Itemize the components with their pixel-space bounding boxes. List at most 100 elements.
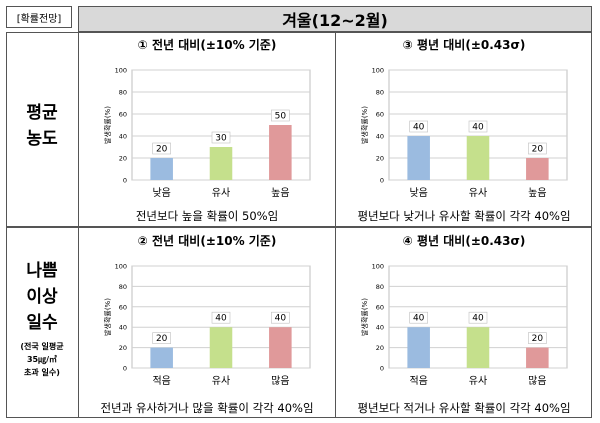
row-label-line: 일수 <box>26 313 58 333</box>
value-label: 40 <box>472 314 484 324</box>
value-label: 20 <box>156 334 168 344</box>
y-tick-label: 0 <box>380 177 384 185</box>
y-axis-label: 발생확률(%) <box>103 106 112 144</box>
chart-caption: 전년보다 높을 확률이 50%임 <box>135 209 279 223</box>
y-tick-label: 80 <box>376 283 384 291</box>
bar <box>209 327 233 368</box>
season-header: 겨울(12~2월) <box>78 6 592 32</box>
row-divider <box>6 226 592 228</box>
bar <box>269 125 292 180</box>
value-label-box <box>152 332 171 344</box>
bar <box>150 347 173 368</box>
chart-panel-prev-year-bad-days: ② 전년 대비(±10% 기준) 0 20 40 60 80 100 발생확률(%) 20 적음… <box>80 228 334 418</box>
chart-title: ④ 평년 대비(±0.43σ) <box>402 234 526 248</box>
bar <box>407 136 430 180</box>
y-tick-label: 60 <box>119 303 127 311</box>
value-label-box <box>528 142 547 155</box>
y-tick-label: 100 <box>372 67 384 75</box>
value-label: 40 <box>215 314 227 324</box>
label-column-divider <box>78 32 79 418</box>
chart-title: ② 전년 대비(±10% 기준) <box>137 234 277 248</box>
chart-title: ① 전년 대비(±10% 기준) <box>137 38 277 52</box>
category-label: 많음 <box>271 375 289 387</box>
category-label: 유사 <box>469 375 487 387</box>
chart-caption: 전년과 유사하거나 많을 확률이 각각 40%임 <box>100 401 314 415</box>
bar-chart: 0 20 40 60 80 100 발생확률(%) 20 낮음 30 유사 50 높음 <box>103 67 311 199</box>
bar <box>526 158 549 180</box>
y-tick-label: 0 <box>380 365 384 373</box>
chart-caption: 평년보다 적거나 유사할 확률이 각각 40%임 <box>357 401 571 415</box>
note-line: 35㎍/㎥ <box>26 355 58 364</box>
table-frame <box>6 32 592 418</box>
value-label-box <box>211 311 231 324</box>
value-label: 50 <box>275 112 287 122</box>
value-label-box <box>271 109 290 122</box>
category-label: 낮음 <box>152 187 170 199</box>
row-label-line: 평균 <box>26 103 58 123</box>
category-label: 높음 <box>271 187 289 199</box>
value-label-box <box>211 131 231 144</box>
y-tick-label: 40 <box>119 324 127 332</box>
value-label-box <box>152 142 171 155</box>
y-tick-label: 80 <box>376 89 384 97</box>
value-label-box <box>468 311 488 324</box>
category-label: 많음 <box>528 375 546 387</box>
y-tick-label: 60 <box>376 111 384 119</box>
value-label: 20 <box>156 145 168 155</box>
bar <box>269 327 292 368</box>
value-label: 40 <box>275 314 287 324</box>
y-tick-label: 20 <box>376 344 384 352</box>
y-tick-label: 20 <box>376 155 384 163</box>
row-label-line: 이상 <box>26 287 58 307</box>
y-tick-label: 20 <box>119 155 127 163</box>
value-label: 40 <box>413 123 425 133</box>
value-label-box <box>409 311 428 324</box>
y-tick-label: 0 <box>123 365 127 373</box>
y-tick-label: 100 <box>372 263 384 271</box>
y-tick-label: 100 <box>115 263 127 271</box>
bar <box>466 327 490 368</box>
y-tick-label: 40 <box>376 324 384 332</box>
chart-title: ③ 평년 대비(±0.43σ) <box>402 38 526 52</box>
category-label: 유사 <box>212 187 230 199</box>
value-label: 20 <box>532 334 544 344</box>
forecast-tag: [확률전망] <box>6 6 72 28</box>
chart-panel-prev-year-average: ① 전년 대비(±10% 기준) 0 20 40 60 80 100 발생확률(%) 20 낮음… <box>80 32 334 226</box>
y-tick-label: 100 <box>115 67 127 75</box>
row-label-bad-days: 나쁨 이상 일수 (전국 일평균 35㎍/㎥ 초과 일수) <box>6 258 78 379</box>
category-label: 적음 <box>409 375 427 387</box>
panel-column-divider <box>335 32 336 418</box>
value-label-box <box>409 120 428 133</box>
bar <box>407 327 430 368</box>
row-label-note: (전국 일평균 35㎍/㎥ 초과 일수) <box>6 340 78 379</box>
chart-caption: 평년보다 낮거나 유사할 확률이 각각 40%임 <box>357 209 571 223</box>
row-label-line: 나쁨 <box>26 261 58 281</box>
value-label-box <box>468 120 488 133</box>
value-label-box <box>528 332 547 344</box>
y-tick-label: 60 <box>376 303 384 311</box>
value-label: 40 <box>413 314 425 324</box>
chart-panel-normal-bad-days: ④ 평년 대비(±0.43σ) 0 20 40 60 80 100 발생확률(%) 40 적음 4… <box>337 228 591 418</box>
y-axis-label: 발생확률(%) <box>360 106 369 144</box>
bar <box>466 136 490 180</box>
bar-chart: 0 20 40 60 80 100 발생확률(%) 40 낮음 40 유사 20 높음 <box>360 67 568 199</box>
category-label: 적음 <box>152 375 170 387</box>
y-tick-label: 80 <box>119 283 127 291</box>
y-tick-label: 40 <box>376 133 384 141</box>
chart-panel-normal-average: ③ 평년 대비(±0.43σ) 0 20 40 60 80 100 발생확률(%) 40 낮음 4… <box>337 32 591 226</box>
note-line: (전국 일평균 <box>20 342 64 351</box>
bar <box>526 347 549 368</box>
row-label-average: 평균 농도 <box>6 100 78 152</box>
bar <box>150 158 173 180</box>
category-label: 높음 <box>528 187 546 199</box>
y-tick-label: 20 <box>119 344 127 352</box>
category-label: 유사 <box>469 187 487 199</box>
row-label-line: 농도 <box>26 129 58 149</box>
y-axis-label: 발생확률(%) <box>360 298 369 336</box>
bar <box>209 147 233 180</box>
y-tick-label: 40 <box>119 133 127 141</box>
y-tick-label: 60 <box>119 111 127 119</box>
value-label-box <box>271 311 290 324</box>
category-label: 낮음 <box>409 187 427 199</box>
